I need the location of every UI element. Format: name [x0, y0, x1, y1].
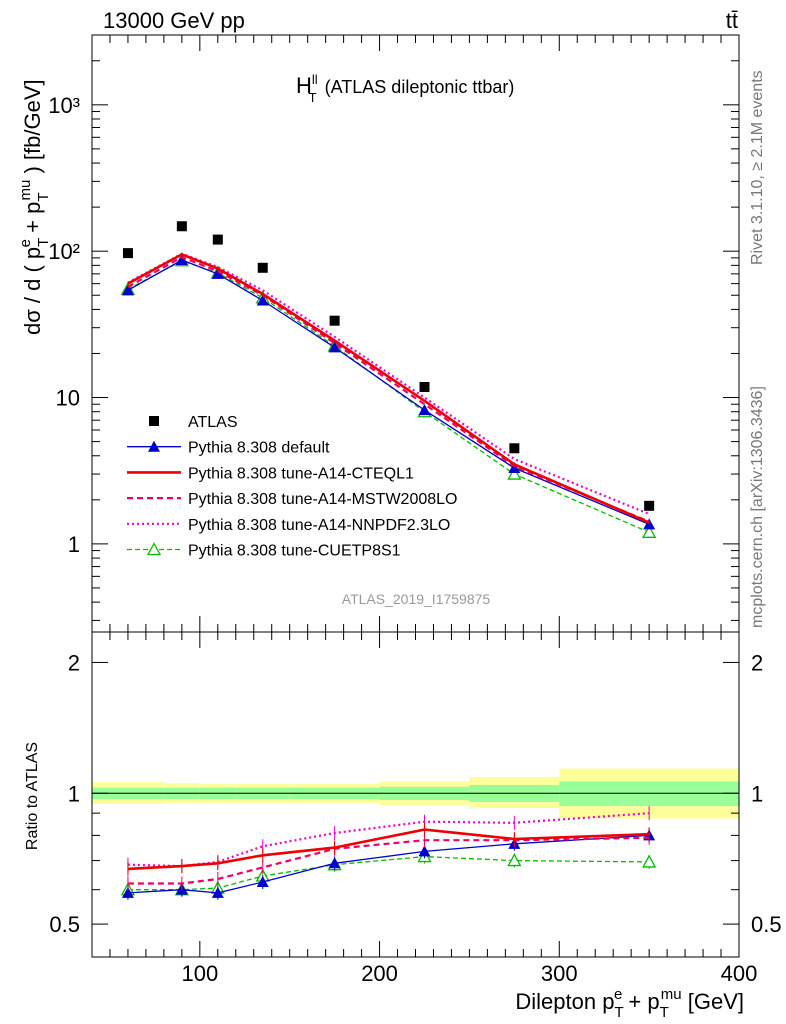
main-y-tick-label: 1 — [68, 532, 80, 557]
ratio-point-default — [418, 845, 431, 857]
analysis-watermark: ATLAS_2019_I1759875 — [342, 591, 491, 607]
legend-marker-atlas — [149, 416, 159, 426]
rivet-version-label: Rivet 3.1.10, ≥ 2.1M events — [749, 70, 766, 265]
ratio-point-default — [256, 875, 269, 887]
main-point-atlas — [419, 382, 430, 393]
main-series-line-mstw — [127, 255, 650, 523]
main-y-tick-labels: 1 10 10² 10³ — [48, 93, 80, 557]
ratio-point-default — [328, 857, 341, 869]
main-point-atlas — [509, 443, 520, 454]
main-point-default — [418, 404, 431, 416]
ratio-axis-ticks — [92, 632, 740, 957]
main-y-tick-label: 10 — [56, 386, 80, 411]
main-series-line-cteql1 — [127, 252, 650, 524]
main-point-atlas — [176, 221, 187, 232]
main-series-layer — [120, 221, 657, 538]
x-axis-label: Dilepton pTe + pTmu [GeV] — [515, 986, 744, 1021]
main-point-default — [175, 254, 188, 266]
legend: ATLAS Pythia 8.308 default Pythia 8.308 tu… — [127, 414, 457, 560]
ratio-y-tick-label-right: 0.5 — [751, 912, 782, 937]
legend-marker-default — [148, 440, 160, 452]
main-point-cuetp8s1 — [642, 524, 657, 538]
ratio-point-default — [121, 886, 134, 898]
main-y-tick-label: 10² — [48, 239, 80, 264]
ratio-y-tick-label-right: 1 — [751, 781, 763, 806]
ratio-series-line-cuetp8s1 — [127, 855, 650, 891]
ratio-y-tick-label-left: 1 — [68, 781, 80, 806]
ratio-plot-panel: 0.5 0.5 1 1 2 2 100 200 300 400 Ratio to ATLAS Di… — [24, 631, 782, 1021]
ratio-y-tick-label-left: 0.5 — [49, 912, 80, 937]
main-y-axis-label: dσ / d ( pTe + pTmu ) [fb/GeV] — [17, 79, 52, 335]
legend-label-nnpdf: Pythia 8.308 tune-A14-NNPDF2.3LO — [188, 517, 450, 534]
ratio-tick-labels: 0.5 0.5 1 1 2 2 100 200 300 400 — [49, 650, 781, 986]
main-axis-ticks — [92, 34, 740, 632]
main-point-default — [121, 284, 134, 296]
energy-label: 13000 GeV pp — [103, 8, 245, 33]
main-point-default — [643, 518, 656, 530]
main-point-cuetp8s1 — [507, 466, 522, 480]
legend-marker-cuetp8s1 — [146, 542, 162, 556]
ratio-uncertainty-bands — [92, 768, 739, 819]
main-series-line-default — [127, 259, 650, 525]
main-plot-panel: 1 10 10² 10³ Hll T(ATLAS dileptonic ttbar) d… — [17, 34, 740, 633]
x-tick-label: 400 — [721, 961, 758, 986]
main-point-default — [328, 341, 341, 353]
main-point-atlas — [212, 234, 223, 245]
ratio-series-line-default — [127, 834, 650, 894]
ratio-point-cuetp8s1 — [642, 854, 657, 868]
ratio-series-line-mstw — [127, 836, 650, 885]
ratio-y-axis-label: Ratio to ATLAS — [24, 742, 41, 850]
ratio-plot-frame — [91, 631, 740, 958]
main-y-tick-label: 10³ — [48, 93, 80, 118]
x-tick-label: 100 — [181, 961, 218, 986]
x-tick-label: 200 — [361, 961, 398, 986]
x-tick-label: 300 — [541, 961, 578, 986]
source-label: mcplots.cern.ch [arXiv:1306.3436] — [749, 386, 766, 628]
legend-label-cuetp8s1: Pythia 8.308 tune-CUETP8S1 — [188, 543, 401, 560]
ratio-series-line-cteql1 — [127, 828, 650, 871]
legend-label-cteql1: Pythia 8.308 tune-A14-CTEQL1 — [188, 465, 414, 482]
process-label: tt̄ — [726, 8, 738, 33]
main-point-default — [508, 462, 521, 474]
legend-label-mstw: Pythia 8.308 tune-A14-MSTW2008LO — [188, 491, 457, 508]
ratio-point-default — [211, 886, 224, 898]
main-point-atlas — [644, 500, 655, 511]
ratio-point-cuetp8s1 — [507, 853, 522, 867]
plot-title: Hll T(ATLAS dileptonic ttbar) — [296, 72, 514, 105]
main-point-atlas — [329, 315, 340, 326]
main-point-atlas — [257, 262, 268, 273]
main-point-default — [211, 267, 224, 279]
legend-label-atlas: ATLAS — [188, 414, 238, 431]
ratio-y-tick-label-left: 2 — [68, 650, 80, 675]
main-point-atlas — [122, 248, 133, 259]
main-point-default — [256, 294, 269, 306]
legend-label-default: Pythia 8.308 default — [188, 440, 330, 457]
ratio-y-tick-label-right: 2 — [751, 650, 763, 675]
ratio-series-layer — [120, 806, 657, 900]
